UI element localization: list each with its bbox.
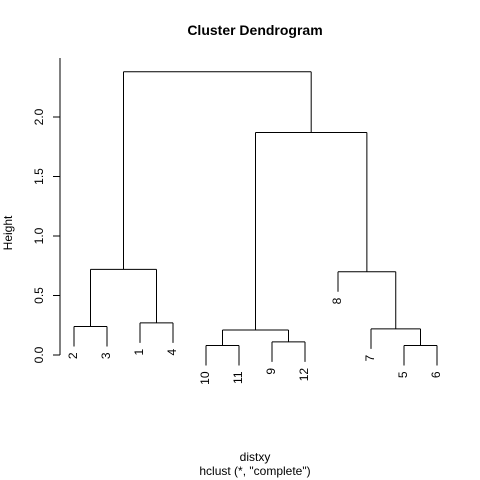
- leaf-label-2: 2: [66, 352, 80, 359]
- leaf-label-6: 6: [429, 371, 443, 378]
- y-tick-label: 2.0: [32, 108, 46, 125]
- leaf-label-8: 8: [330, 297, 344, 304]
- y-tick-label: 0.5: [32, 287, 46, 304]
- y-axis: 0.0 0.5 1.0 1.5 2.0: [32, 58, 61, 363]
- leaf-label-4: 4: [165, 349, 179, 356]
- leaf-label-3: 3: [99, 352, 113, 359]
- y-tick-label: 1.0: [32, 227, 46, 244]
- leaf-label-9: 9: [264, 368, 278, 375]
- leaf-label-5: 5: [396, 371, 410, 378]
- leaf-label-12: 12: [297, 368, 311, 382]
- y-axis-label: Height: [1, 215, 15, 250]
- leaf-label-7: 7: [363, 355, 377, 362]
- leaf-label-11: 11: [231, 371, 245, 384]
- dendrogram-branches: [73, 71, 438, 366]
- y-tick-label: 1.5: [32, 168, 46, 185]
- leaf-labels: 2 3 1 4 10 11 9 12 8 7 5 6: [66, 297, 443, 384]
- leaf-label-1: 1: [132, 349, 146, 356]
- chart-title: Cluster Dendrogram: [187, 22, 322, 38]
- x-axis-label: distxy: [240, 450, 271, 464]
- y-tick-label: 0.0: [32, 346, 46, 363]
- method-sublabel: hclust (*, "complete"): [199, 464, 310, 478]
- leaf-label-10: 10: [198, 371, 212, 385]
